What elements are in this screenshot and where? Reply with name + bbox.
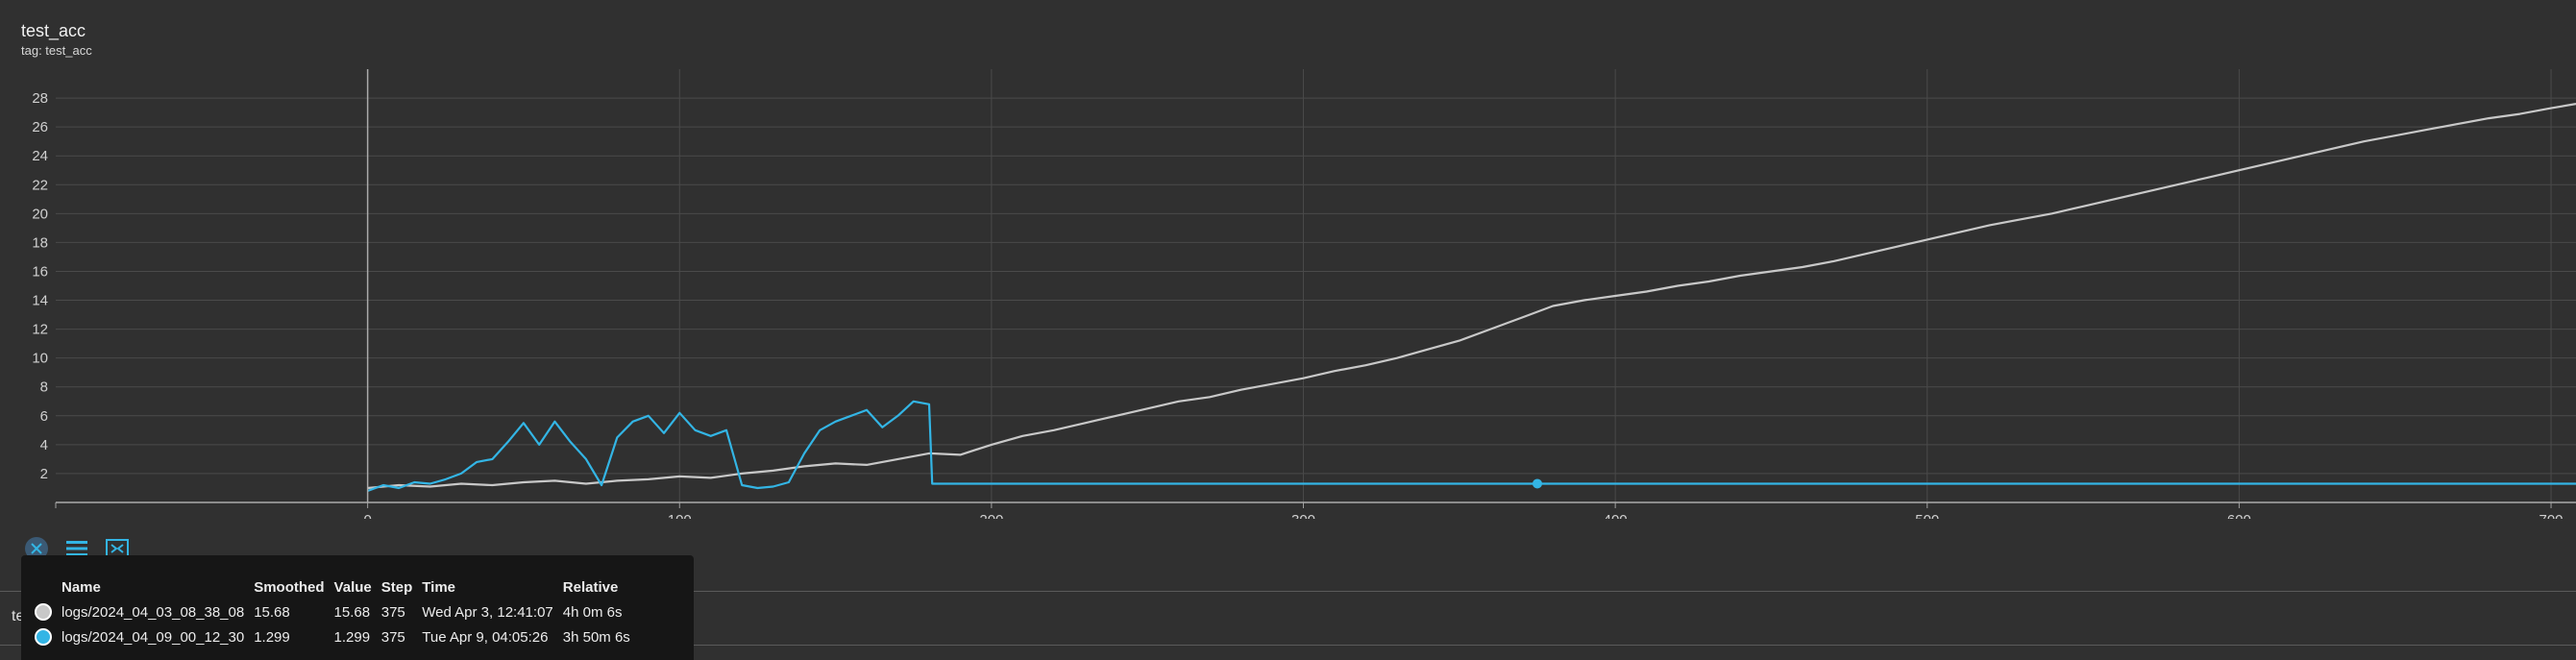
x-tick-label: 100 [668,512,692,519]
fit-domain-icon [25,537,48,560]
run-relative: 4h 0m 6s [562,603,623,621]
card-title: test_acc [21,21,86,40]
divider-top [0,591,2576,592]
tooltip-header-value: Value [333,578,372,596]
hover-point [1532,478,1542,489]
run-color-swatch [35,628,52,647]
list-icon [66,541,87,556]
run-time: Tue Apr 9, 04:05:26 [422,628,549,646]
series-line-1[interactable] [367,103,2576,490]
run-color-cell [35,624,61,649]
line-chart[interactable]: 2468101214161820222426280100200300400500… [0,0,2576,519]
tooltip-header-step: Step [380,578,413,596]
run-smoothed: 1.299 [254,628,290,646]
x-tick-label: 0 [363,512,371,519]
series-line-2[interactable] [367,400,2576,493]
run-time: Wed Apr 3, 12:41:07 [422,603,553,621]
y-tick-label: 26 [32,119,48,135]
x-tick-label: 200 [979,512,1003,519]
run-name: logs/2024_04_03_08_38_08 [61,603,245,621]
toggle-log-scale-button[interactable] [61,533,92,564]
y-tick-label: 10 [32,351,48,367]
x-tick-label: 700 [2539,512,2564,519]
axes: 2468101214161820222426280100200300400500… [32,69,2576,519]
series-layer [367,103,2576,493]
y-tick-label: 18 [32,234,48,251]
grid [56,69,2576,502]
run-relative: 3h 50m 6s [562,628,630,646]
tooltip-header-time: Time [422,578,456,596]
y-tick-label: 12 [32,322,48,338]
run-value: 15.68 [333,603,371,621]
divider-bottom [0,645,2576,646]
y-tick-label: 8 [40,379,48,396]
run-step: 375 [380,628,405,646]
hover-tooltip: Name Smoothed Value Step Time Relative l… [21,555,694,660]
y-tick-label: 20 [32,206,48,222]
fit-domain-button[interactable] [21,533,52,564]
tooltip-header-relative: Relative [562,578,619,596]
y-tick-label: 6 [40,408,48,425]
tooltip-header-color [35,574,61,599]
table-row: logs/2024_04_09_00_12_30 1.299 1.299 375… [35,624,640,649]
run-color-swatch [35,603,52,622]
run-color-cell [35,599,61,624]
table-row: logs/2024_04_03_08_38_08 15.68 15.68 375… [35,599,640,624]
y-tick-label: 2 [40,466,48,482]
y-tick-label: 28 [32,90,48,107]
run-smoothed: 15.68 [254,603,290,621]
x-tick-label: 400 [1604,512,1628,519]
x-tick-label: 500 [1915,512,1939,519]
tooltip-header-name: Name [61,578,101,596]
y-tick-label: 4 [40,437,48,453]
x-tick-label: 300 [1291,512,1315,519]
y-tick-label: 14 [32,293,48,309]
tooltip-table: Name Smoothed Value Step Time Relative l… [35,574,640,649]
tooltip-header-row: Name Smoothed Value Step Time Relative [35,574,640,599]
x-tick-label: 600 [2227,512,2251,519]
y-tick-label: 24 [32,148,48,164]
y-tick-label: 16 [32,263,48,280]
run-name: logs/2024_04_09_00_12_30 [61,628,245,646]
y-tick-label: 22 [32,177,48,193]
run-step: 375 [380,603,405,621]
run-value: 1.299 [333,628,371,646]
chart-toolbar [21,531,133,566]
tooltip-header-smoothed: Smoothed [254,578,325,596]
card-tag-line: tag: test_acc [21,43,92,58]
